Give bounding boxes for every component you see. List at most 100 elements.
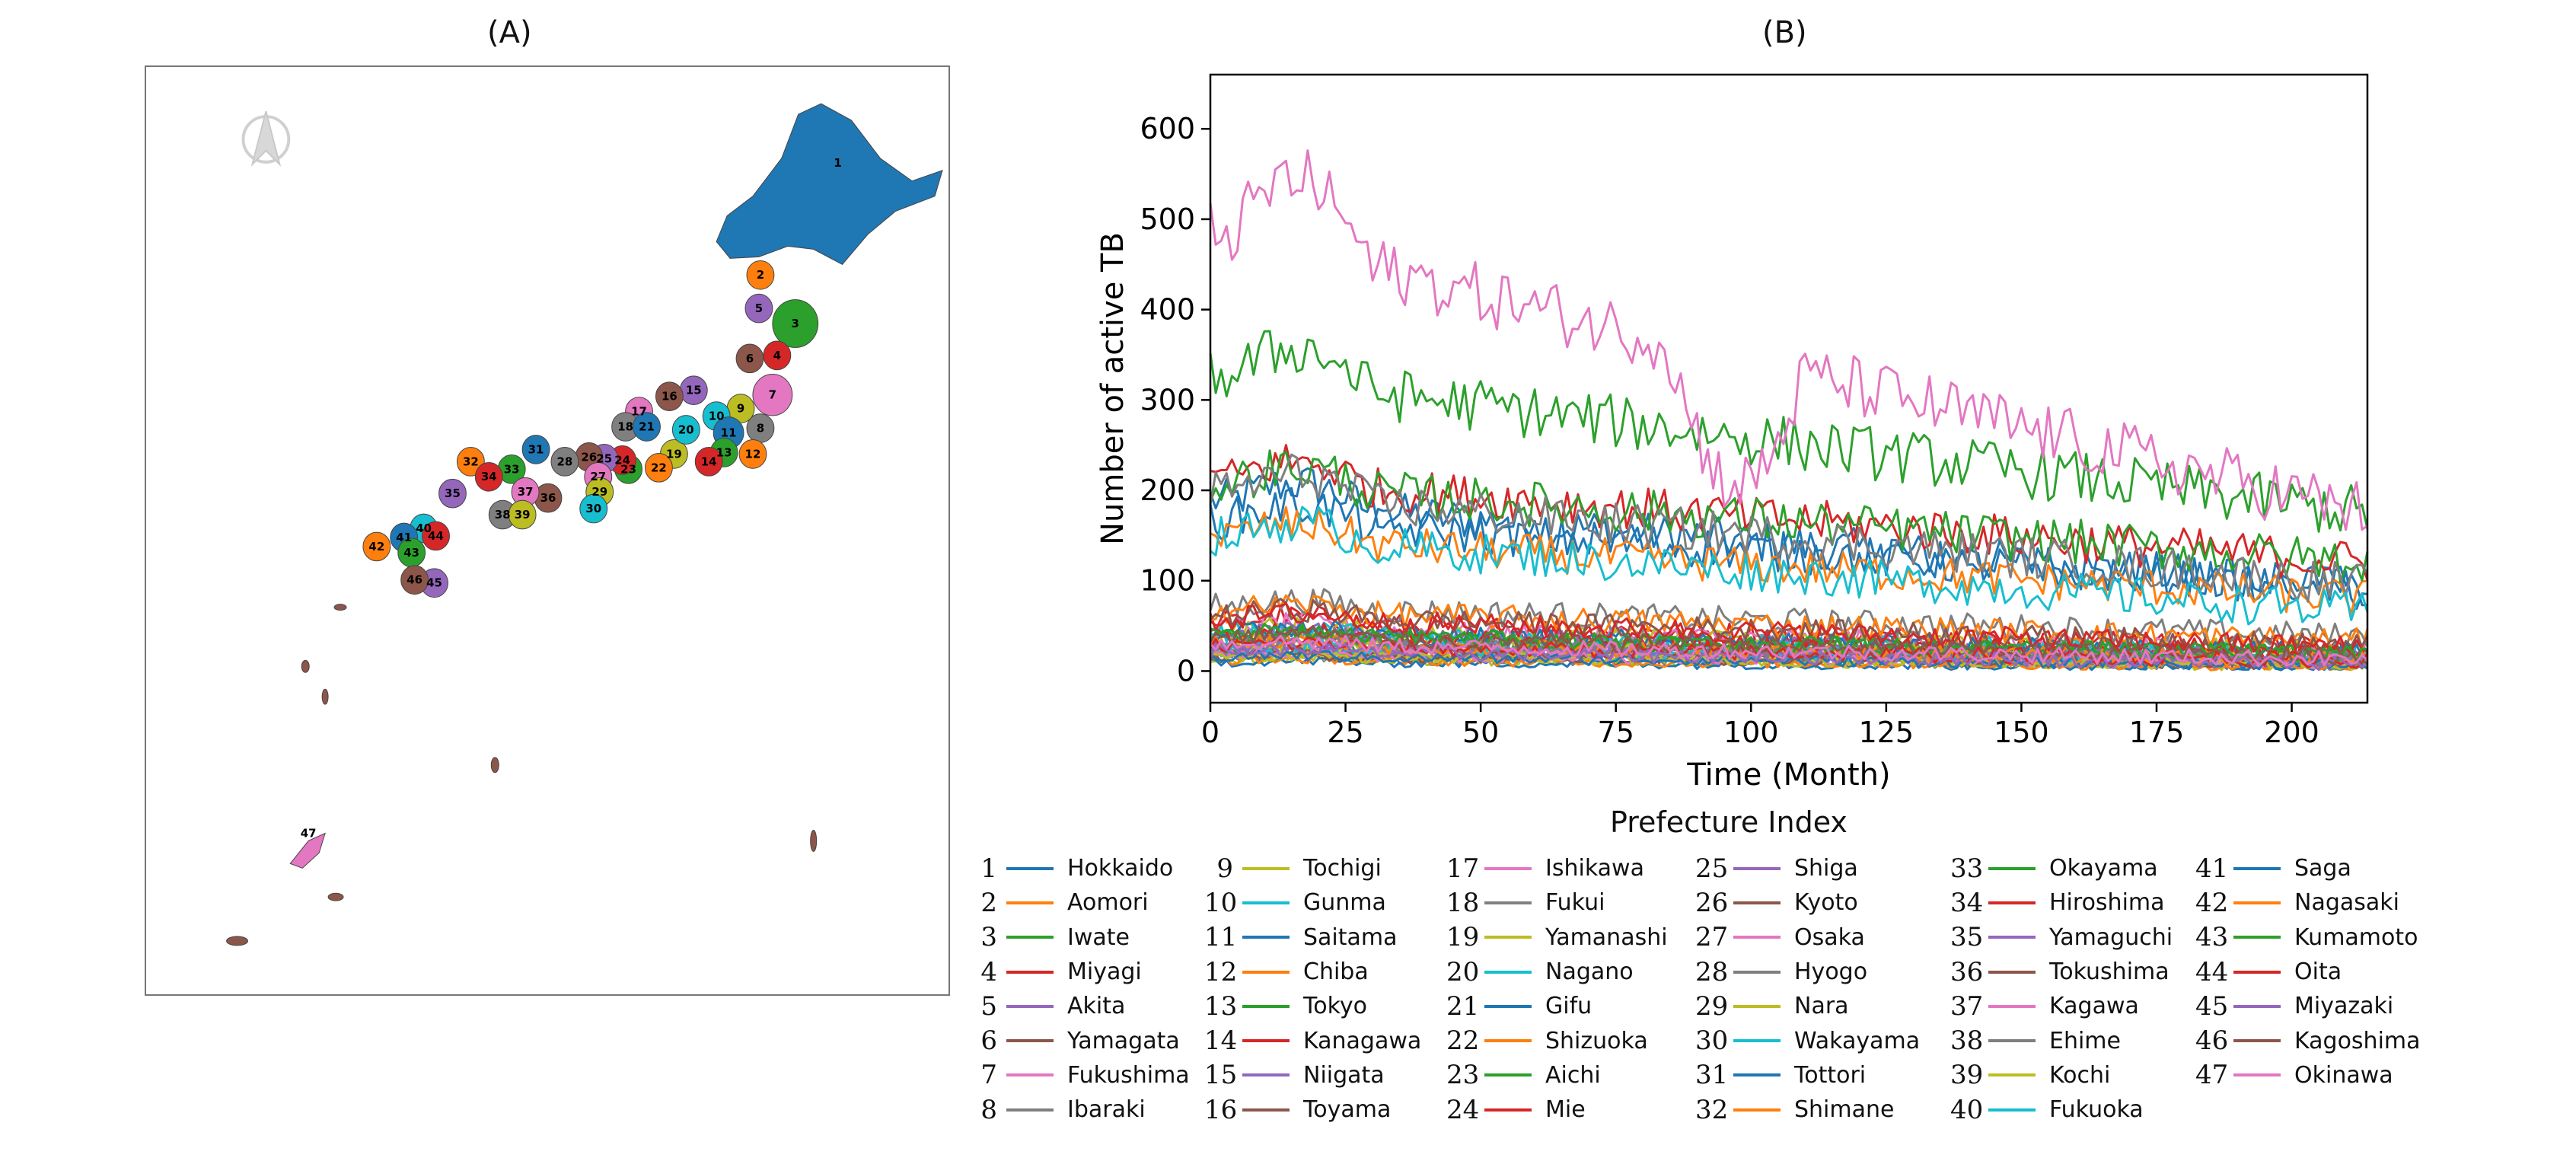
legend-swatch (1733, 1108, 1781, 1112)
legend-item-index: 7 (980, 1060, 997, 1091)
prefecture-label: 4 (773, 349, 781, 362)
prefecture-label: 18 (617, 419, 633, 433)
legend-item-index: 21 (1446, 990, 1480, 1022)
legend-item-index: 3 (980, 922, 997, 953)
prefecture-label: 34 (481, 470, 497, 483)
y-axis-label: Number of active TB (1095, 232, 1130, 545)
legend-item-index: 47 (2195, 1060, 2229, 1091)
prefecture-shape (474, 461, 503, 492)
legend-swatch (1006, 1039, 1054, 1043)
legend-swatch (1988, 1073, 2036, 1077)
legend-item-name: Yamagata (1067, 1027, 1180, 1054)
legend-item-index: 14 (1204, 1025, 1238, 1057)
prefecture-shape (289, 832, 326, 869)
legend-item: 33 Okayama (1950, 851, 2173, 885)
legend-swatch (1484, 1039, 1532, 1043)
legend-swatch (1006, 1004, 1054, 1008)
legend-item-name: Iwate (1067, 923, 1130, 951)
series-line-kyoto (1209, 598, 2369, 656)
legend-item-index: 31 (1695, 1060, 1729, 1091)
japan-prefecture-map: 1 2 3 4 5 6 7 8 9 10 11 12 13 14 15 16 17 18 19 20 21 22 23 24 2… (145, 65, 950, 996)
legend-swatch (1242, 1004, 1290, 1008)
legend-item-name: Kanagawa (1303, 1027, 1422, 1054)
prefecture-shape (735, 343, 764, 374)
prefecture-shape (362, 531, 391, 562)
legend-item: 14 Kanagawa (1204, 1023, 1421, 1057)
series-line-fukuoka (1210, 506, 2369, 626)
x-axis: 0 25 50 75 100 125 150 175 200 (1201, 703, 2319, 749)
legend-item: 43 Kumamoto (2195, 920, 2421, 955)
legend-item-index: 15 (1204, 1060, 1238, 1091)
prefecture-label: 29 (591, 485, 607, 499)
legend-item-name: Miyagi (1067, 958, 1142, 986)
legend-item-name: Gifu (1545, 993, 1592, 1020)
island-shape (333, 604, 347, 611)
x-tick-label: 200 (2264, 716, 2319, 749)
plot-frame (1209, 73, 2369, 704)
legend-item: 1 Hokkaido (968, 851, 1190, 885)
legend-item-name: Kumamoto (2294, 923, 2418, 951)
legend-item-index: 16 (1204, 1094, 1238, 1125)
y-tick-label: 600 (1140, 112, 1195, 145)
legend-item-name: Shimane (1794, 1096, 1895, 1124)
legend-item-index: 23 (1446, 1060, 1480, 1091)
legend-item: 24 Mie (1446, 1092, 1668, 1127)
legend-item-name: Ibaraki (1067, 1096, 1146, 1124)
prefecture-label: 44 (428, 529, 444, 543)
legend-swatch (2233, 936, 2281, 939)
legend-column: 1 Hokkaido 2 Aomori 3 Iwate 4 Miyagi 5 Akita 6 Yama… (968, 851, 1190, 1127)
prefecture-label: 43 (403, 546, 419, 560)
legend-item-index: 36 (1950, 956, 1984, 987)
legend-swatch (1006, 1108, 1054, 1112)
prefecture-shape (550, 447, 579, 477)
island-shape (321, 688, 329, 705)
legend-swatch (1484, 1073, 1532, 1077)
prefecture-label: 32 (463, 455, 479, 468)
legend: 1 Hokkaido 2 Aomori 3 Iwate 4 Miyagi 5 Akita 6 Yama… (968, 851, 2491, 1133)
series-line-osaka (1209, 149, 2368, 531)
legend-item: 21 Gifu (1446, 989, 1668, 1023)
prefecture-label: 12 (745, 447, 761, 461)
x-tick-label: 50 (1462, 716, 1499, 749)
legend-swatch (2233, 1004, 2281, 1008)
prefecture-label: 7 (769, 388, 776, 402)
legend-swatch (1242, 1108, 1290, 1112)
legend-swatch (1242, 970, 1290, 974)
legend-item-index: 42 (2195, 887, 2229, 918)
legend-item: 2 Aomori (968, 885, 1190, 920)
legend-item: 23 Aichi (1446, 1058, 1668, 1092)
y-tick-label: 200 (1140, 474, 1195, 507)
prefecture-label: 21 (639, 419, 655, 433)
prefecture-shape (645, 452, 673, 483)
legend-item-index: 10 (1204, 887, 1238, 918)
island-shape (226, 936, 248, 946)
legend-item: 12 Chiba (1204, 955, 1421, 989)
prefecture-label: 3 (792, 317, 799, 330)
legend-swatch (1242, 1039, 1290, 1043)
legend-item: 16 Toyama (1204, 1092, 1421, 1127)
legend-item: 38 Ehime (1950, 1023, 2173, 1057)
legend-item: 13 Tokyo (1204, 989, 1421, 1023)
legend-swatch (1006, 901, 1054, 904)
legend-swatch (1484, 901, 1532, 904)
legend-item: 6 Yamagata (968, 1023, 1190, 1057)
prefecture-label: 45 (426, 576, 442, 590)
prefecture-label: 8 (757, 421, 764, 435)
legend-item: 15 Niigata (1204, 1058, 1421, 1092)
prefecture-label: 27 (590, 470, 606, 483)
legend-item: 22 Shizuoka (1446, 1023, 1668, 1057)
legend-item: 41 Saga (2195, 851, 2421, 885)
legend-item-index: 27 (1695, 922, 1729, 953)
legend-item-name: Okayama (2049, 855, 2158, 882)
legend-column: 33 Okayama 34 Hiroshima 35 Yamaguchi 36 Tokushi… (1950, 851, 2173, 1127)
island-shape (327, 892, 344, 901)
legend-item: 20 Nagano (1446, 955, 1668, 989)
legend-swatch (2233, 901, 2281, 904)
legend-swatch (1988, 1039, 2036, 1043)
island-shape (810, 830, 818, 852)
legend-swatch (1733, 1004, 1781, 1008)
legend-item-index: 22 (1446, 1025, 1480, 1057)
prefecture-label: 35 (445, 486, 461, 500)
legend-swatch (2233, 1039, 2281, 1043)
legend-item-index: 45 (2195, 990, 2229, 1022)
